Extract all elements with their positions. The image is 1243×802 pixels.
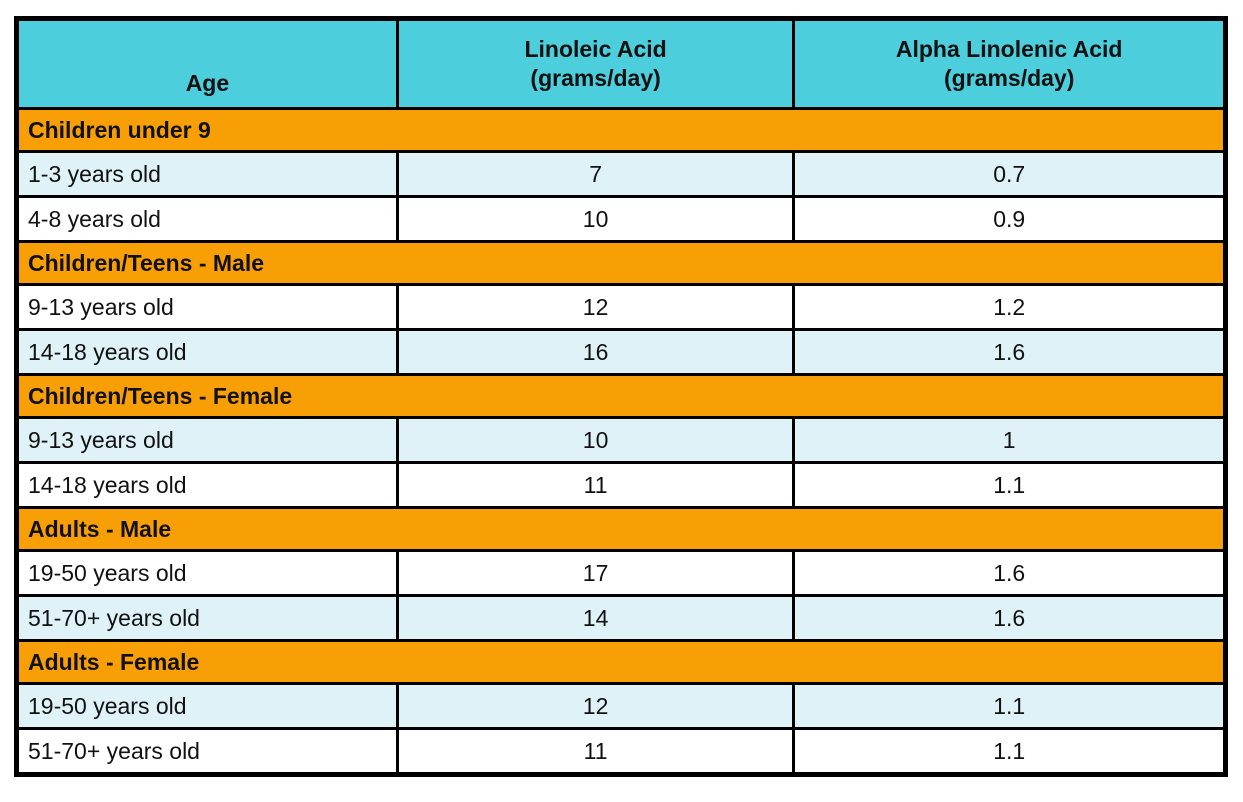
alpha-linolenic-value-cell: 1.6 — [792, 594, 1227, 642]
section-label: Children under 9 — [15, 107, 1227, 153]
linoleic-value-cell: 11 — [395, 727, 796, 776]
section-label: Adults - Male — [15, 506, 1227, 552]
section-row-adults-male: Adults - Male — [15, 506, 1227, 552]
linoleic-value-cell: 16 — [395, 328, 796, 376]
alpha-linolenic-value-cell: 0.7 — [792, 150, 1227, 198]
table-row: 51-70+ years old 14 1.6 — [15, 594, 1227, 642]
column-header-age-label: Age — [185, 70, 230, 97]
alpha-linolenic-value-cell: 0.9 — [792, 195, 1227, 243]
linoleic-value-cell: 14 — [395, 594, 796, 642]
table-header-row: Age Linoleic Acid (grams/day) Alpha Lino… — [15, 17, 1227, 110]
age-cell: 19-50 years old — [15, 549, 399, 597]
section-row-adults-female: Adults - Female — [15, 639, 1227, 685]
fatty-acid-intake-table: Age Linoleic Acid (grams/day) Alpha Lino… — [14, 16, 1228, 777]
column-header-age: Age — [15, 17, 399, 110]
column-header-alpha-linolenic-acid: Alpha Linolenic Acid (grams/day) — [792, 17, 1227, 110]
linoleic-value-cell: 17 — [395, 549, 796, 597]
table-row: 1-3 years old 7 0.7 — [15, 150, 1227, 198]
linoleic-value-cell: 10 — [395, 416, 796, 464]
column-header-linoleic-title: Linoleic Acid — [524, 36, 667, 63]
table-row: 14-18 years old 11 1.1 — [15, 461, 1227, 509]
table-row: 9-13 years old 12 1.2 — [15, 283, 1227, 331]
table-row: 14-18 years old 16 1.6 — [15, 328, 1227, 376]
linoleic-value-cell: 12 — [395, 283, 796, 331]
age-cell: 14-18 years old — [15, 461, 399, 509]
column-header-alpha-unit: (grams/day) — [944, 65, 1075, 91]
alpha-linolenic-value-cell: 1.6 — [792, 549, 1227, 597]
linoleic-value-cell: 12 — [395, 682, 796, 730]
age-cell: 4-8 years old — [15, 195, 399, 243]
age-cell: 51-70+ years old — [15, 727, 399, 776]
table-row: 19-50 years old 12 1.1 — [15, 682, 1227, 730]
table-row: 51-70+ years old 11 1.1 — [15, 727, 1227, 776]
alpha-linolenic-value-cell: 1.6 — [792, 328, 1227, 376]
alpha-linolenic-value-cell: 1.2 — [792, 283, 1227, 331]
table-row: 19-50 years old 17 1.6 — [15, 549, 1227, 597]
age-cell: 51-70+ years old — [15, 594, 399, 642]
alpha-linolenic-value-cell: 1.1 — [792, 682, 1227, 730]
table-row: 9-13 years old 10 1 — [15, 416, 1227, 464]
section-row-children-under-9: Children under 9 — [15, 107, 1227, 153]
age-cell: 1-3 years old — [15, 150, 399, 198]
section-row-children-teens-male: Children/Teens - Male — [15, 240, 1227, 286]
age-cell: 14-18 years old — [15, 328, 399, 376]
section-label: Children/Teens - Male — [15, 240, 1227, 286]
alpha-linolenic-value-cell: 1 — [792, 416, 1227, 464]
alpha-linolenic-value-cell: 1.1 — [792, 727, 1227, 776]
section-label: Adults - Female — [15, 639, 1227, 685]
age-cell: 9-13 years old — [15, 416, 399, 464]
table-row: 4-8 years old 10 0.9 — [15, 195, 1227, 243]
alpha-linolenic-value-cell: 1.1 — [792, 461, 1227, 509]
linoleic-value-cell: 10 — [395, 195, 796, 243]
column-header-linoleic-unit: (grams/day) — [530, 65, 661, 91]
age-cell: 9-13 years old — [15, 283, 399, 331]
linoleic-value-cell: 7 — [395, 150, 796, 198]
column-header-linoleic-acid: Linoleic Acid (grams/day) — [395, 17, 796, 110]
section-row-children-teens-female: Children/Teens - Female — [15, 373, 1227, 419]
age-cell: 19-50 years old — [15, 682, 399, 730]
section-label: Children/Teens - Female — [15, 373, 1227, 419]
linoleic-value-cell: 11 — [395, 461, 796, 509]
column-header-alpha-title: Alpha Linolenic Acid — [895, 36, 1123, 63]
